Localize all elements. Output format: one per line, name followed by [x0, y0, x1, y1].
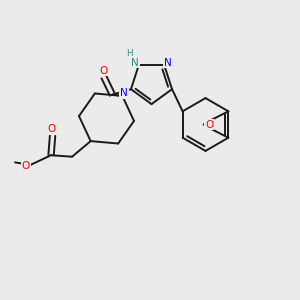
Text: N: N — [131, 58, 139, 68]
Text: O: O — [205, 119, 213, 130]
Text: N: N — [164, 58, 172, 68]
Text: O: O — [99, 66, 107, 76]
Text: O: O — [22, 161, 30, 171]
Text: O: O — [48, 124, 56, 134]
Text: H: H — [126, 49, 133, 58]
Text: N: N — [120, 88, 128, 98]
